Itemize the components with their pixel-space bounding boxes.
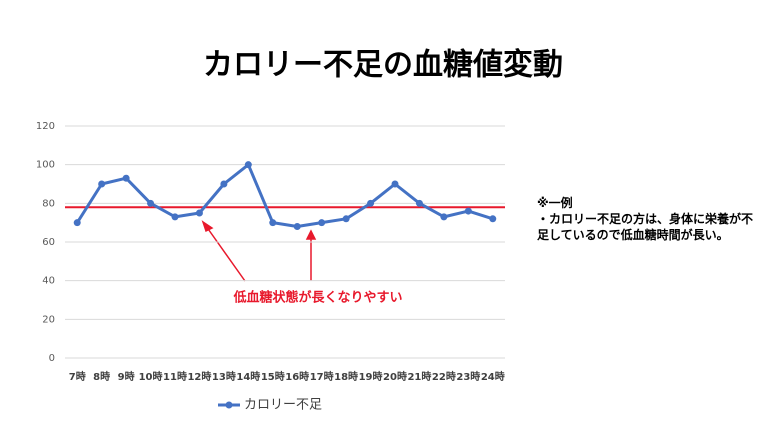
point [464, 207, 472, 215]
point [440, 213, 448, 221]
y-tick-label: 80 [42, 198, 55, 209]
x-tick-label: 7時 [69, 370, 86, 383]
point [244, 161, 252, 169]
x-tick-label: 9時 [118, 370, 135, 383]
y-tick-label: 40 [42, 276, 55, 287]
arrow-head [305, 229, 317, 240]
x-tick-label: 15時 [261, 370, 285, 383]
point [98, 180, 106, 188]
x-tick-label: 20時 [383, 370, 407, 383]
point [391, 180, 399, 188]
x-tick-label: 22時 [432, 370, 456, 383]
point [195, 209, 203, 217]
point [367, 199, 375, 207]
arrow-head [201, 220, 214, 233]
point [220, 180, 228, 188]
note: ※一例 ・カロリー不足の方は、身体に栄養が不足しているので低血糖時間が長い。 [537, 195, 759, 243]
y-tick-label: 20 [42, 314, 55, 325]
x-tick-label: 18時 [334, 370, 358, 383]
point [122, 174, 130, 182]
x-tick-label: 11時 [163, 370, 187, 383]
point [293, 223, 301, 231]
note-heading: ※一例 [537, 196, 573, 210]
point [73, 219, 81, 227]
point [489, 215, 497, 223]
x-tick-label: 10時 [139, 370, 163, 383]
y-tick-label: 120 [36, 121, 55, 132]
x-tick-label: 13時 [212, 370, 236, 383]
arrow [205, 225, 246, 282]
x-tick-label: 8時 [93, 370, 110, 383]
series-line [75, 163, 494, 229]
y-tick-label: 100 [36, 160, 55, 171]
point [171, 213, 179, 221]
point [342, 215, 350, 223]
point [269, 219, 277, 227]
point [318, 219, 326, 227]
point [147, 199, 155, 207]
legend-marker [225, 401, 233, 409]
arrows [201, 220, 317, 282]
y-tick-label: 0 [49, 353, 55, 364]
chart-title: カロリー不足の血糖値変動 [203, 48, 563, 83]
x-tick-label: 21時 [407, 370, 431, 383]
x-tick-label: 14時 [236, 370, 260, 383]
note-text: ・カロリー不足の方は、身体に栄養が不足しているので低血糖時間が長い。 [537, 212, 754, 242]
x-tick-label: 23時 [456, 370, 480, 383]
x-tick-label: 16時 [285, 370, 309, 383]
legend-label: カロリー不足 [244, 398, 322, 413]
x-tick-label: 12時 [187, 370, 211, 383]
point [415, 199, 423, 207]
y-tick-label: 60 [42, 237, 55, 248]
annotation: 低血糖状態が長くなりやすい [232, 290, 402, 306]
x-tick-label: 24時 [481, 370, 505, 383]
x-tick-label: 17時 [310, 370, 334, 383]
x-tick-label: 19時 [359, 370, 383, 383]
